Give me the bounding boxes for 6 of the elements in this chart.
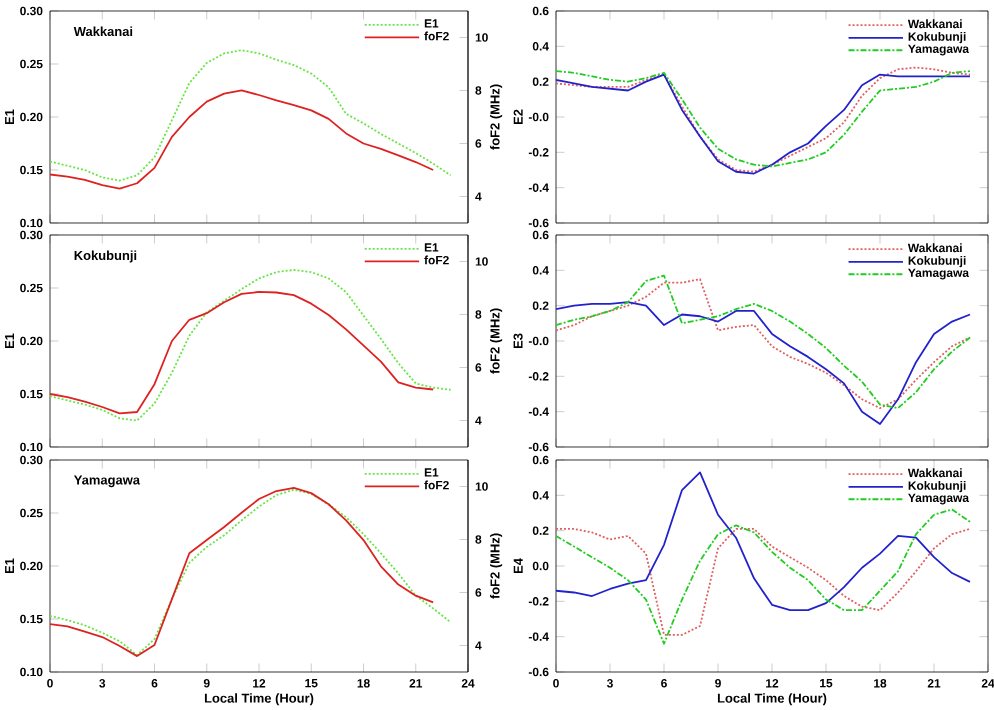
line-series	[556, 527, 971, 636]
line-series	[556, 508, 971, 645]
line-series	[556, 301, 971, 425]
line-series	[50, 89, 435, 190]
line-series	[556, 471, 971, 612]
line-series	[50, 49, 452, 182]
